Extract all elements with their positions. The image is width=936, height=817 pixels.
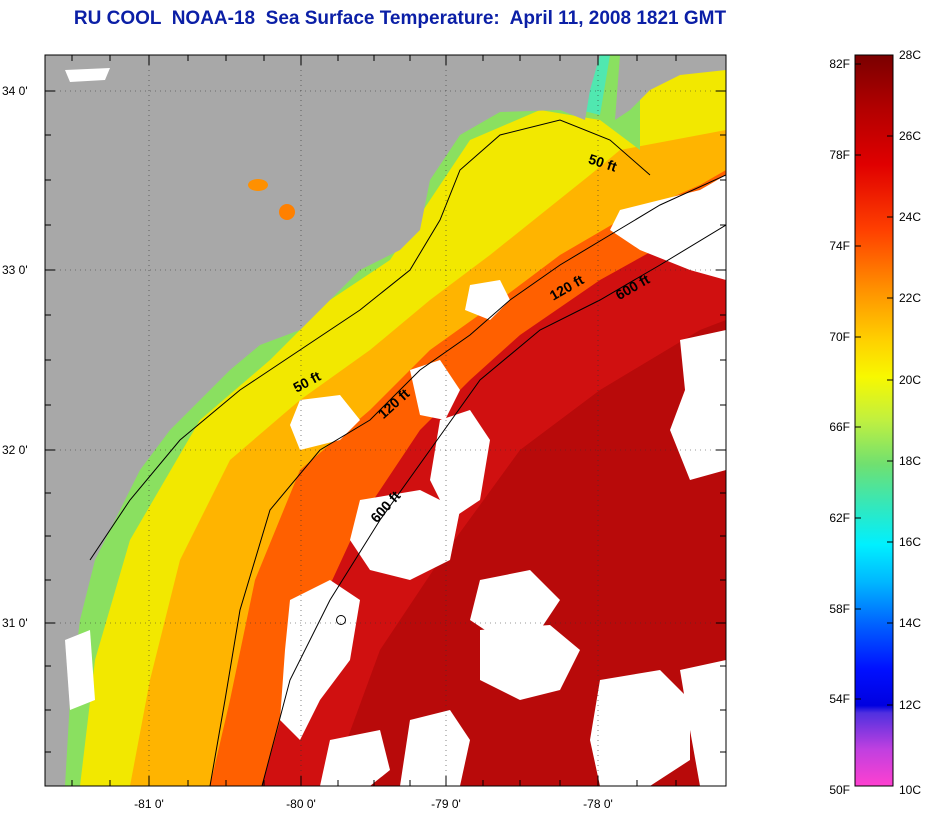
colorbar-c-label: 10C — [899, 783, 921, 797]
inland-lake — [279, 204, 295, 220]
colorbar-f-label: 70F — [829, 330, 850, 344]
land-northeast — [615, 55, 726, 120]
colorbar-f-label: 54F — [829, 692, 850, 706]
colorbar-c-label: 20C — [899, 373, 921, 387]
colorbar-c-label: 18C — [899, 454, 921, 468]
x-tick-label: -81 0' — [134, 797, 164, 811]
land-mass — [45, 55, 600, 786]
colorbar-c-label: 24C — [899, 210, 921, 224]
colorbar-f-label: 78F — [829, 148, 850, 162]
colorbar-f-label: 66F — [829, 420, 850, 434]
contour-120ft — [209, 174, 726, 786]
cloud-cover — [65, 68, 726, 786]
axis-ticks — [45, 55, 726, 786]
colorbar-f-label: 50F — [829, 783, 850, 797]
colorbar-c-label: 12C — [899, 698, 921, 712]
colorbar-c-label: 26C — [899, 129, 921, 143]
colorbar-ticks — [855, 54, 893, 706]
map-frame — [44, 54, 727, 787]
contour-600ft — [261, 224, 726, 786]
x-tick-label: -78 0' — [583, 797, 613, 811]
y-tick-label: 34 0' — [2, 84, 28, 98]
map-title: RU COOL NOAA-18 Sea Surface Temperature:… — [73, 8, 727, 29]
gulf-stream-core — [330, 320, 726, 786]
colorbar-f-label: 58F — [829, 602, 850, 616]
colorbar-gradient — [854, 54, 894, 787]
x-tick-label: -80 0' — [286, 797, 316, 811]
colorbar-c-label: 22C — [899, 291, 921, 305]
colorbar-f-label: 82F — [829, 57, 850, 71]
colorbar-c-label: 14C — [899, 616, 921, 630]
y-tick-label: 33 0' — [2, 263, 28, 277]
colorbar-c-label: 28C — [899, 48, 921, 62]
station-marker — [336, 615, 346, 625]
x-tick-label: -79 0' — [431, 797, 461, 811]
y-tick-label: 31 0' — [2, 616, 28, 630]
y-tick-label: 32 0' — [2, 443, 28, 457]
colorbar-f-label: 74F — [829, 239, 850, 253]
graticule — [45, 55, 726, 786]
colorbar-c-label: 16C — [899, 535, 921, 549]
colorbar-f-label: 62F — [829, 511, 850, 525]
shelf-yellow-zone — [45, 55, 726, 786]
inland-lake — [248, 179, 268, 191]
